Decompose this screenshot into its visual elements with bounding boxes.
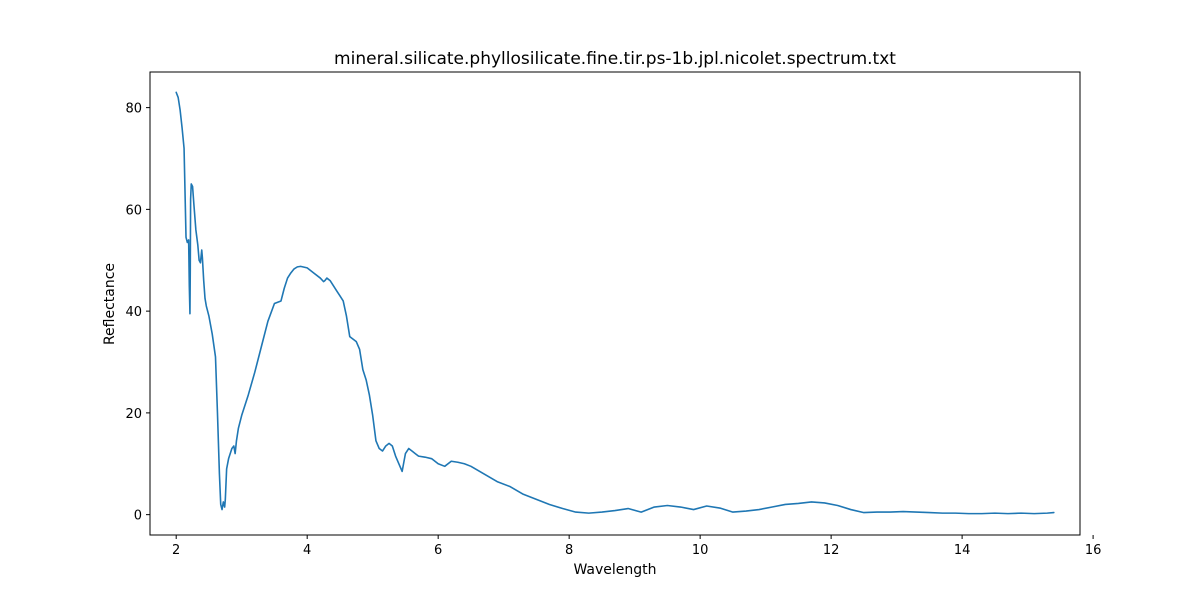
plot-area: 2 4 6 8 10 12 14 16 0 20 40 60 80 [125, 71, 1102, 558]
x-axis-label: Wavelength [573, 562, 656, 578]
x-tick-label: 8 [565, 543, 573, 558]
chart-title: mineral.silicate.phyllosilicate.fine.tir… [334, 49, 896, 69]
y-tick-label: 20 [125, 407, 142, 422]
y-tick-label: 60 [125, 203, 142, 218]
x-tick-label: 6 [434, 543, 442, 558]
y-axis-label: Reflectance [102, 263, 118, 345]
x-tick-label: 16 [1085, 543, 1102, 558]
y-tick-label: 40 [125, 305, 142, 320]
x-tick-label: 10 [692, 543, 709, 558]
y-tick-label: 0 [134, 509, 142, 524]
x-tick-label: 12 [823, 543, 840, 558]
y-tick-label: 80 [125, 102, 142, 117]
plot-frame [149, 71, 1081, 536]
x-tick-label: 14 [954, 543, 971, 558]
series-line-0 [175, 91, 1055, 515]
x-tick-label: 4 [303, 543, 311, 558]
x-tick-label: 2 [172, 543, 180, 558]
